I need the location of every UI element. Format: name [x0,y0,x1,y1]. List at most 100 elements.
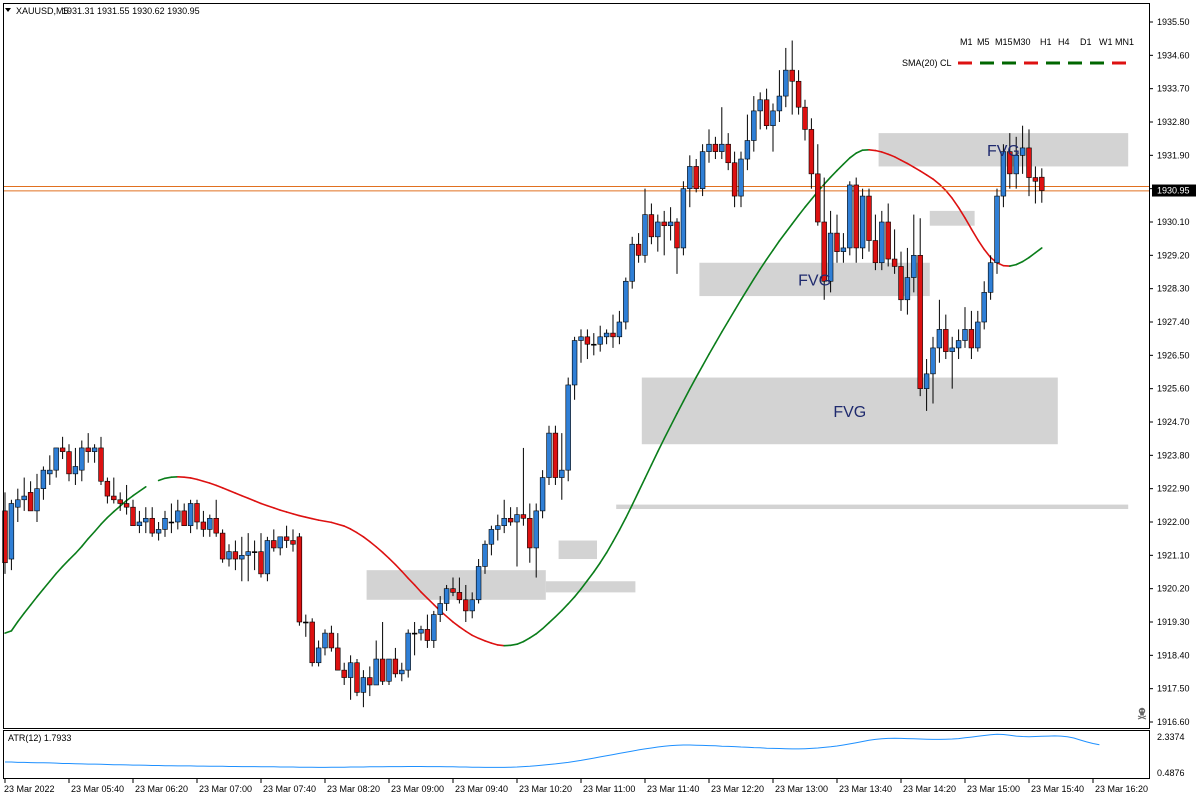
candle-body [348,663,353,678]
candle-body [643,215,648,256]
timeframe-w1-button[interactable]: W1 [1099,37,1113,47]
candle [553,426,558,485]
candle-body [892,259,897,266]
time-tick-label: 23 Mar 09:40 [455,784,508,794]
candle-body [950,348,955,352]
fvg-zone [367,570,546,600]
candle-body [899,266,904,299]
candle [406,629,411,677]
time-tick-label: 23 Mar 07:00 [199,784,252,794]
time-tick-label: 23 Mar 13:00 [775,784,828,794]
timeframe-h4-button[interactable]: H4 [1058,37,1070,47]
price-tick-label: 1935.50 [1157,17,1190,27]
candle-body [649,215,654,237]
candle-body [73,466,78,473]
time-tick-label: 23 Mar 11:00 [583,784,635,794]
candle-body [201,522,206,529]
candle-body [451,589,456,593]
timeframe-h1-button[interactable]: H1 [1040,37,1052,47]
candle-body [956,341,961,348]
candle-body [47,470,52,474]
candle-body [790,70,795,81]
candle-body [419,629,424,633]
candle-body [681,189,686,248]
timeframe-m1-button[interactable]: M1 [960,37,973,47]
candle-body [367,678,372,685]
timeframe-m15-button[interactable]: M15 [995,37,1013,47]
timeframe-mn1-button[interactable]: MN1 [1115,37,1134,47]
candle-body [489,529,494,544]
candle-body [188,503,193,525]
candle-body [835,233,840,252]
candle-body [508,518,513,522]
candle-body [310,622,315,663]
candle-body [617,322,622,337]
candle-body [60,448,65,452]
candle-body [713,144,718,151]
candle-body [124,503,129,507]
candle-body [771,111,776,126]
price-tick-label: 1927.40 [1157,317,1190,327]
time-tick-label: 23 Mar 2022 [4,784,55,794]
candle-body [156,529,161,533]
candle-body [111,496,116,500]
fvg-label: FVG [798,272,831,289]
candle-body [886,222,891,259]
candle-body [777,96,782,111]
candle-body [598,337,603,344]
candle-body [566,385,571,470]
price-tick-label: 1920.20 [1157,584,1190,594]
candle-body [521,515,526,519]
price-tick-label: 1923.80 [1157,450,1190,460]
candle-body [412,633,417,634]
candle-body [1020,148,1025,155]
sma20-segment [869,150,875,151]
candle-body [611,333,616,337]
price-tick-label: 1925.60 [1157,384,1190,394]
candle-body [636,244,641,255]
candle-body [220,533,225,559]
sma20-segment [319,520,325,521]
candle-body [585,337,590,344]
candle-body [265,541,270,574]
candle-body [700,152,705,189]
candle-body [764,100,769,126]
candle-body [924,374,929,389]
timeframe-d1-button[interactable]: D1 [1080,37,1092,47]
candle-body [719,144,724,151]
candle-body [931,348,936,374]
candle [623,278,628,330]
candle-body [553,433,558,477]
fvg-label: FVG [833,404,866,421]
candle-body [35,489,40,511]
candle-body [169,522,174,523]
candle-body [841,248,846,252]
time-tick-label: 23 Mar 09:00 [391,784,444,794]
timeframe-m5-button[interactable]: M5 [977,37,990,47]
candle-body [707,144,712,151]
candle-body [92,448,97,452]
candle-body [99,448,104,481]
candle-body [572,341,577,385]
candle-body [22,496,27,500]
time-tick-label: 23 Mar 05:40 [71,784,124,794]
time-tick-label: 23 Mar 13:40 [839,784,892,794]
candle-body [387,659,392,681]
candle-body [239,555,244,559]
candle-body [751,111,756,141]
timeframe-m30-button[interactable]: M30 [1013,37,1031,47]
sma20-segment [325,521,331,522]
candle-body [963,329,968,340]
price-tick-label: 1921.10 [1157,550,1190,560]
price-tick-label: 1922.00 [1157,517,1190,527]
candle [297,533,302,626]
candle-body [975,322,980,348]
candle-body [259,552,264,574]
candle-body [745,141,750,160]
candle [630,237,635,289]
candle-body [803,107,808,129]
candle [540,470,545,518]
candle-body [271,541,276,548]
